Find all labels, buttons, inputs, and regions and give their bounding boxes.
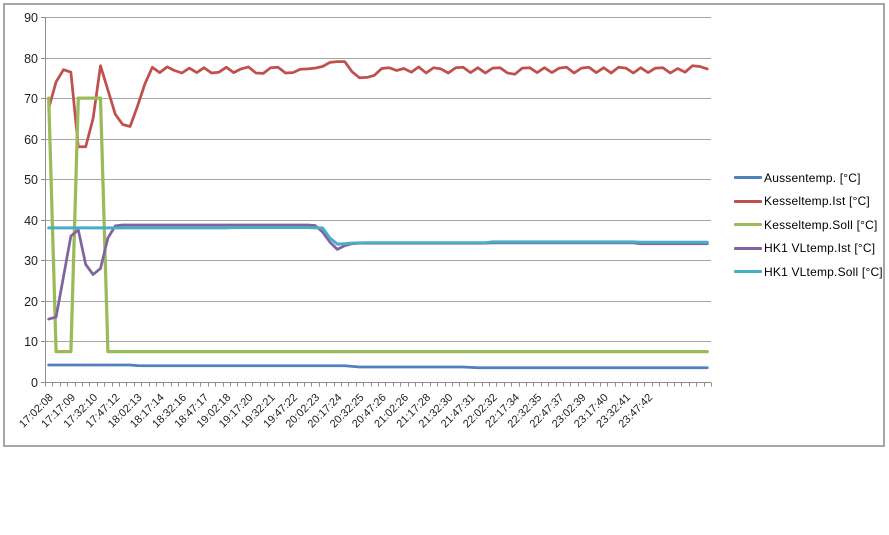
y-axis-tick-label: 30 [24, 254, 38, 268]
legend-label-hk1-vltemp-ist: HK1 VLtemp.Ist [°C] [764, 241, 876, 256]
legend-item-kesseltemp-soll: Kesseltemp.Soll [°C] [734, 213, 883, 237]
y-axis-tick-label: 70 [24, 92, 38, 106]
legend-line-swatch-hk1-vltemp-ist [734, 246, 762, 250]
y-axis-tick-label: 50 [24, 173, 38, 187]
legend-item-aussentemp: Aussentemp. [°C] [734, 166, 883, 190]
y-axis-tick-label: 0 [31, 376, 38, 390]
legend: Aussentemp. [°C] Kesseltemp.Ist [°C] Kes… [734, 166, 883, 284]
legend-line-swatch-hk1-vltemp-soll [734, 270, 762, 274]
legend-label-kesseltemp-soll: Kesseltemp.Soll [°C] [764, 217, 878, 232]
legend-label-hk1-vltemp-soll: HK1 VLtemp.Soll [°C] [764, 264, 883, 279]
chart-frame: 0 10 20 30 40 50 60 70 80 90 17:02:08 17:17:09 17:32… [3, 3, 885, 447]
legend-line-swatch-kesseltemp-ist [734, 199, 762, 203]
series-line-kesseltemp-soll [47, 96, 709, 354]
y-axis-tick-label: 20 [24, 295, 38, 309]
legend-item-kesseltemp-ist: Kesseltemp.Ist [°C] [734, 190, 883, 214]
y-axis-tick-label: 90 [24, 11, 38, 25]
legend-item-hk1-vltemp-soll: HK1 VLtemp.Soll [°C] [734, 260, 883, 284]
y-axis-tick-label: 40 [24, 214, 38, 228]
legend-line-swatch-kesseltemp-soll [734, 223, 762, 227]
legend-item-hk1-vltemp-ist: HK1 VLtemp.Ist [°C] [734, 237, 883, 261]
y-axis-tick-label: 80 [24, 52, 38, 66]
y-axis-tick-label: 60 [24, 133, 38, 147]
series-line-kesseltemp-ist [47, 60, 709, 149]
legend-label-aussentemp: Aussentemp. [°C] [764, 170, 861, 185]
series-line-hk1-vltemp-soll [47, 226, 709, 246]
legend-line-swatch-aussentemp [734, 176, 762, 180]
series-line-hk1-vltemp-ist [47, 223, 709, 321]
legend-label-kesseltemp-ist: Kesseltemp.Ist [°C] [764, 194, 870, 209]
y-axis-tick-label: 10 [24, 335, 38, 349]
series-line-aussentemp [47, 363, 709, 370]
plot-area: 010203040506070809017:02:0817:17:0917:32… [17, 11, 712, 430]
